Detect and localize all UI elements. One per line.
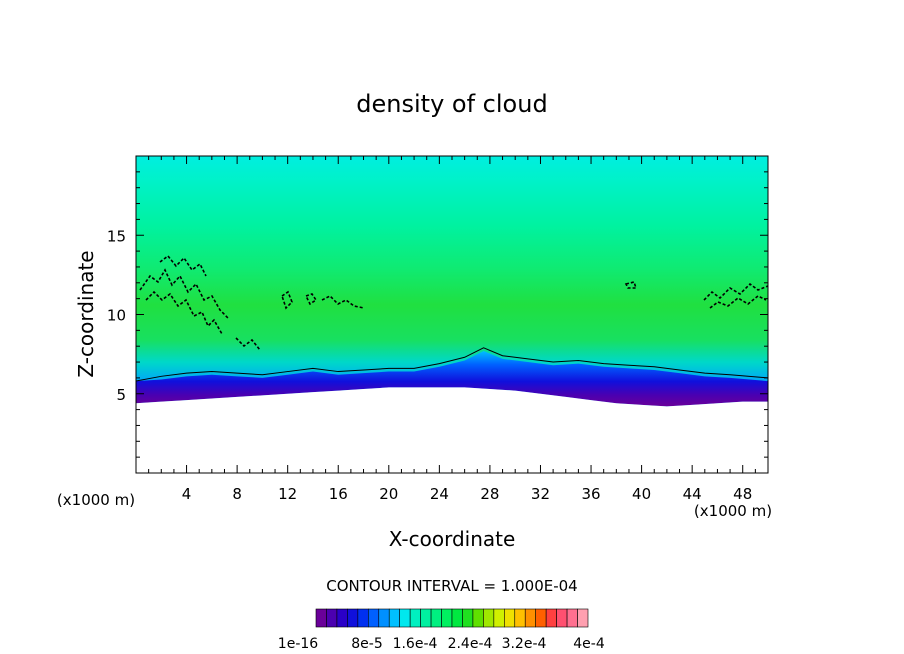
x-tick-label: 44 [683, 485, 702, 503]
x-tick-label: 36 [581, 485, 600, 503]
colorbar-swatch [409, 608, 421, 628]
colorbar-swatch [556, 608, 568, 628]
colorbar-swatch [420, 608, 432, 628]
colorbar-label: 4e-4 [573, 636, 605, 652]
x-tick-label: 28 [480, 485, 499, 503]
x-tick-label: 4 [182, 485, 192, 503]
x-tick-label: 48 [733, 485, 752, 503]
colorbar-swatch [441, 608, 453, 628]
colorbar [315, 608, 589, 628]
clear-air-region [136, 387, 768, 473]
x-tick-label: 24 [430, 485, 449, 503]
colorbar-label: 1.6e-4 [393, 636, 438, 652]
colorbar-swatch [326, 608, 338, 628]
plot-field [136, 156, 768, 473]
x-axis: 4 8 12 16 20 24 28 32 36 40 44 48 [148, 156, 756, 503]
colorbar-swatch [493, 608, 505, 628]
y-axis: 5 10 15 [107, 171, 768, 458]
colorbar-label: 1e-16 [278, 636, 318, 652]
contour-cluster-right [624, 281, 768, 309]
contour-cluster-left [139, 254, 365, 351]
colorbar-swatch [451, 608, 463, 628]
colorbar-swatch [378, 608, 390, 628]
y-tick-label: 5 [116, 386, 126, 404]
colorbar-swatch [399, 608, 411, 628]
colorbar-swatch [336, 608, 348, 628]
colorbar-swatch [315, 608, 327, 628]
x-tick-label: 16 [329, 485, 348, 503]
x-tick-label: 40 [632, 485, 651, 503]
x-unit-left: (x1000 m) [57, 491, 135, 509]
colorbar-swatch [545, 608, 557, 628]
colorbar-label: 8e-5 [351, 636, 382, 652]
colorbar-swatch [514, 608, 526, 628]
y-axis-label: Z-coordinate [74, 250, 98, 377]
colorbar-swatch [483, 608, 495, 628]
x-unit-right: (x1000 m) [694, 502, 772, 520]
contour-interval-label: CONTOUR INTERVAL = 1.000E-04 [326, 577, 577, 595]
colorbar-swatch [566, 608, 578, 628]
colorbar-swatch [472, 608, 484, 628]
chart-title: density of cloud [356, 90, 547, 118]
x-tick-label: 12 [278, 485, 297, 503]
colorbar-swatch [577, 608, 589, 628]
colorbar-label: 2.4e-4 [448, 636, 493, 652]
x-tick-label: 20 [379, 485, 398, 503]
y-tick-label: 10 [107, 307, 126, 325]
colorbar-swatch [357, 608, 369, 628]
colorbar-label: 3.2e-4 [502, 636, 547, 652]
colorbar-swatch [430, 608, 442, 628]
colorbar-labels: 1e-16 8e-5 1.6e-4 2.4e-4 3.2e-4 4e-4 [278, 636, 605, 652]
colorbar-swatch [535, 608, 547, 628]
cloud-base-band [136, 350, 768, 407]
colorbar-swatch [524, 608, 536, 628]
colorbar-swatch [388, 608, 400, 628]
colorbar-swatch [347, 608, 359, 628]
colorbar-swatch [462, 608, 474, 628]
colorbar-swatch [504, 608, 516, 628]
x-tick-label: 32 [531, 485, 550, 503]
x-tick-label: 8 [232, 485, 242, 503]
contour-line [136, 347, 768, 382]
y-tick-label: 15 [107, 227, 126, 245]
colorbar-swatch [368, 608, 380, 628]
x-axis-label: X-coordinate [389, 527, 516, 551]
